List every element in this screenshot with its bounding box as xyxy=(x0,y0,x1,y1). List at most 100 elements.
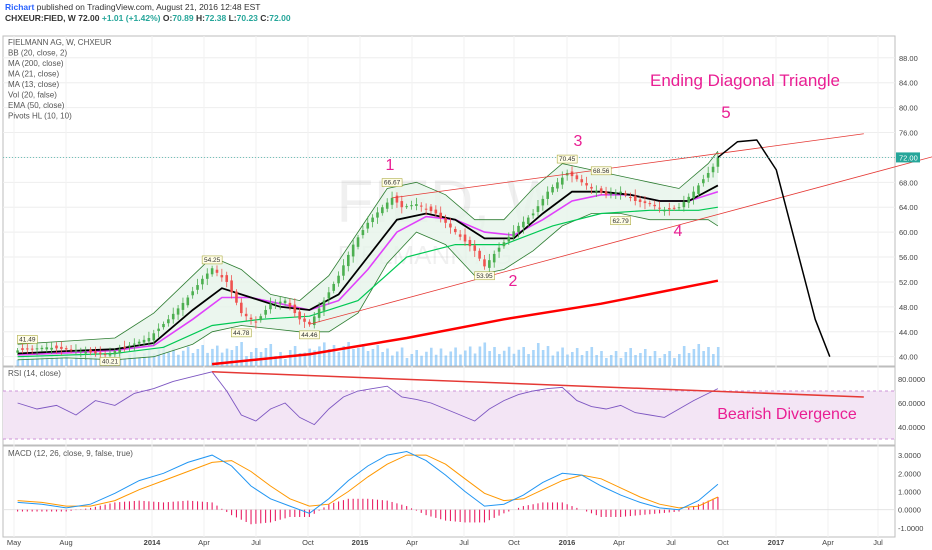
candle-body xyxy=(191,291,194,296)
candle-body xyxy=(244,313,248,317)
candle-body xyxy=(682,202,686,208)
volume-bar xyxy=(517,349,521,366)
candle-body xyxy=(249,317,253,320)
pivot-label: 68.56 xyxy=(593,168,610,175)
volume-bar xyxy=(352,349,355,366)
candle-body xyxy=(424,208,428,210)
volume-bar xyxy=(298,353,302,366)
panel-frame-0 xyxy=(2,35,896,367)
candle-body xyxy=(497,247,501,252)
volume-bar xyxy=(410,354,414,366)
candle-body xyxy=(186,297,190,306)
volume-bar xyxy=(449,351,453,366)
volume-bar xyxy=(152,353,156,366)
volume-bar xyxy=(240,342,243,366)
time-tick-label: Jul xyxy=(251,538,261,547)
volume-bar xyxy=(415,350,418,366)
candle-body xyxy=(687,196,691,203)
candle-body xyxy=(609,193,613,195)
volume-bar xyxy=(60,356,63,366)
indicator-legend-item: MA (200, close) xyxy=(8,59,64,68)
volume-bar xyxy=(580,355,584,366)
candle-body xyxy=(575,175,579,180)
volume-bar xyxy=(663,354,667,366)
candle-body xyxy=(599,188,603,193)
candle-body xyxy=(64,348,68,350)
volume-bar xyxy=(215,345,219,366)
volume-bar xyxy=(303,352,307,366)
volume-bar xyxy=(376,345,380,366)
time-tick-label: Oct xyxy=(717,538,730,547)
volume-bar xyxy=(464,350,467,366)
candle-body xyxy=(478,250,481,259)
candle-body xyxy=(196,285,199,290)
pivot-label: 70.45 xyxy=(559,156,576,163)
volume-bar xyxy=(439,348,443,366)
volume-bar xyxy=(288,350,292,366)
volume-bar xyxy=(313,350,316,366)
candle-body xyxy=(444,218,447,223)
time-tick-label: 2016 xyxy=(559,538,576,547)
rsi-tick-label: 60.0000 xyxy=(898,399,925,408)
candle-body xyxy=(429,206,433,212)
volume-bar xyxy=(332,345,336,366)
volume-bar xyxy=(483,342,487,366)
candle-body xyxy=(356,237,360,247)
indicator-legend-item: Vol (20, false) xyxy=(8,91,57,100)
volume-bar xyxy=(128,354,132,366)
macd-tick-label: 0.0000 xyxy=(898,506,921,515)
price-tick-label: 84.00 xyxy=(899,79,918,88)
volume-bar xyxy=(386,348,389,366)
chart-canvas[interactable]: FIED, W FIELMANN AG 41.4940.2154.2544.78… xyxy=(0,24,932,550)
volume-bar xyxy=(16,360,20,366)
candle-body xyxy=(585,183,588,186)
candle-body xyxy=(337,275,340,284)
candlesticks xyxy=(16,152,720,362)
candle-body xyxy=(274,302,277,304)
upper-trendline xyxy=(392,133,864,199)
pivot-box xyxy=(590,166,612,176)
candle-body xyxy=(453,228,457,233)
candle-body xyxy=(483,259,486,267)
volume-bar xyxy=(619,358,623,366)
wave-2-label: 2 xyxy=(509,273,518,290)
volume-bar xyxy=(230,350,234,366)
volume-bar xyxy=(716,347,720,366)
lower-trendline xyxy=(309,156,932,325)
candle-body xyxy=(35,348,39,350)
volume-bar xyxy=(624,352,628,366)
macd-tick-label: 2.0000 xyxy=(898,469,921,478)
candle-body xyxy=(123,346,126,348)
time-tick-label: 2014 xyxy=(144,538,162,547)
candle-body xyxy=(410,205,413,207)
wave-3-label: 3 xyxy=(574,133,583,150)
open-value: 70.89 xyxy=(172,13,194,23)
author-link[interactable]: Richart xyxy=(5,2,35,12)
symbol-label: CHXEUR:FIED, W xyxy=(5,13,76,23)
candle-body xyxy=(400,201,404,208)
volume-bar xyxy=(493,347,496,366)
candle-body xyxy=(419,205,423,207)
candle-body xyxy=(556,182,559,189)
high-value: 72.38 xyxy=(204,13,227,23)
volume-bar xyxy=(225,348,229,366)
volume-bar xyxy=(327,349,331,366)
pivot-box xyxy=(381,178,403,187)
volume-bar xyxy=(585,351,589,366)
title-annotation: Ending Diagonal Triangle xyxy=(650,71,840,90)
current-price-label: 72.00 xyxy=(899,153,918,162)
volume-bar xyxy=(361,344,365,366)
volume-bar xyxy=(65,352,68,366)
candle-body xyxy=(517,225,520,233)
ohlc-line: CHXEUR:FIED, W 72.00 +1.01 (+1.42%) O:70… xyxy=(5,13,291,23)
candle-body xyxy=(152,333,156,341)
axes: 40.00 44.00 48.00 52.00 56.00 60.00 64.00 68.00… xyxy=(7,54,925,547)
candle-body xyxy=(390,197,394,205)
price-tick-label: 68.00 xyxy=(899,178,918,187)
volume-bar xyxy=(668,351,671,366)
volume-bar xyxy=(605,358,608,366)
divergence-annotation: Bearish Divergence xyxy=(717,406,857,423)
volume-bar xyxy=(157,349,161,366)
volume-bar xyxy=(425,351,428,366)
candle-body xyxy=(283,300,287,304)
